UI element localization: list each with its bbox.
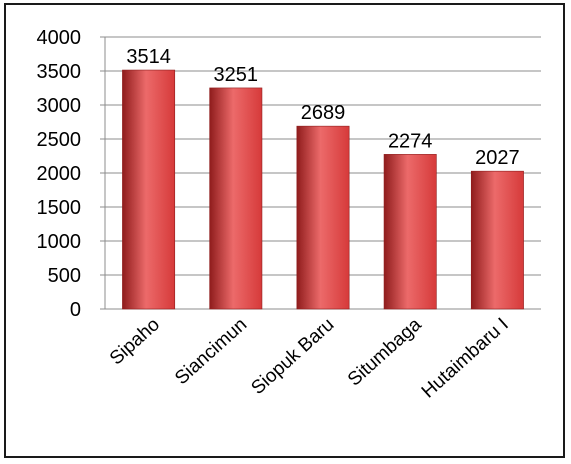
y-tick-label: 2000 [37, 163, 82, 185]
y-tick-label: 3000 [37, 95, 82, 117]
y-tick-label: 4000 [37, 27, 82, 49]
y-tick-label: 1500 [37, 197, 82, 219]
data-label: 2027 [475, 147, 520, 169]
labels: 0 500 1000 1500 2000 2500 3000 3500 4000 3514 Sipa… [37, 27, 520, 403]
bar-hutaimbaru-i [470, 170, 524, 310]
x-tick-label: Siancimun [171, 314, 251, 389]
y-tick-label: 3500 [37, 61, 82, 83]
bars [122, 69, 524, 310]
y-tick-label: 1000 [37, 231, 82, 253]
data-label: 3251 [214, 64, 259, 86]
bar-siancimun [209, 87, 263, 310]
x-tick-label: Situmbaga [344, 314, 426, 391]
bar-sipaho [122, 69, 176, 310]
x-tick-label: Hutaimbaru I [418, 314, 513, 402]
y-tick-label: 500 [48, 265, 81, 287]
data-label: 2274 [388, 130, 433, 152]
data-label: 3514 [126, 46, 171, 68]
x-tick-label: Siopuk Baru [247, 314, 338, 399]
y-tick-label: 0 [70, 299, 81, 321]
x-tick-label: Sipaho [106, 314, 164, 369]
data-label: 2689 [301, 102, 346, 124]
y-tick-label: 2500 [37, 129, 82, 151]
bar-siopuk-baru [296, 125, 350, 310]
bar-situmbaga [383, 154, 437, 310]
